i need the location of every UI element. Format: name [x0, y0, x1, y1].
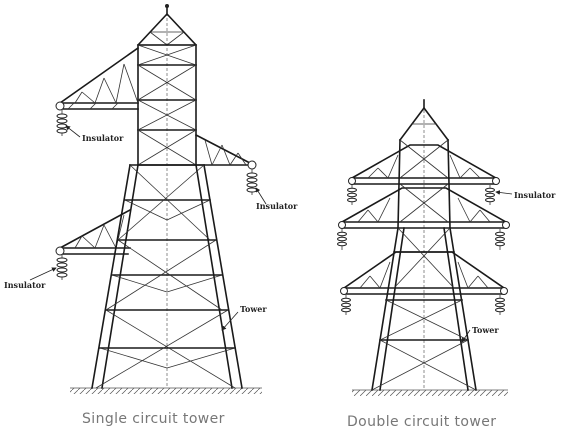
insulator-right [246, 169, 258, 195]
insulator-top-left [347, 185, 357, 205]
label-insulator-upper: Insulator [82, 133, 124, 143]
label-tower-right: Tower [472, 325, 499, 335]
double-circuit-tower: Insulator Tower Double circuit tower [337, 99, 556, 430]
tower-body-right [371, 139, 477, 391]
leader-arrow-right [255, 187, 267, 205]
right-crossarm [194, 133, 257, 170]
caption-single-circuit: Single circuit tower [82, 411, 225, 427]
ground-hatch [70, 388, 262, 394]
upper-cage [137, 44, 197, 166]
leader-arrow-insulator-right [495, 190, 513, 195]
leader-arrow-tower [221, 311, 239, 331]
leader-arrow-upper [65, 125, 81, 138]
insulator-mid-left [337, 229, 347, 250]
insulator-top-right [485, 185, 495, 205]
tower-top [136, 4, 198, 47]
leader-arrow-tower-right [461, 329, 471, 343]
tower-body [91, 164, 243, 389]
insulator-mid-right [495, 229, 505, 250]
label-tower-left: Tower [240, 304, 267, 314]
single-circuit-tower: Insulator Insulator Insulator Tower Sing… [4, 4, 298, 427]
top-crossarm [348, 144, 500, 185]
caption-double-circuit: Double circuit tower [347, 414, 496, 430]
bottom-crossarm [340, 251, 508, 295]
label-insulator-right: Insulator [256, 201, 298, 211]
label-insulator-lower: Insulator [4, 280, 46, 290]
leader-arrow-lower [29, 267, 57, 281]
insulator-upper [56, 110, 68, 136]
lower-left-crossarm [55, 208, 132, 256]
insulator-lower [56, 255, 68, 280]
tower-peak-right [398, 99, 450, 142]
upper-left-crossarm [55, 46, 140, 111]
insulator-bottom-right [495, 295, 505, 315]
ground-hatch-right [352, 390, 508, 396]
insulator-bottom-left [341, 295, 351, 315]
label-insulator-right-tower: Insulator [514, 190, 556, 200]
middle-crossarm [338, 187, 510, 229]
